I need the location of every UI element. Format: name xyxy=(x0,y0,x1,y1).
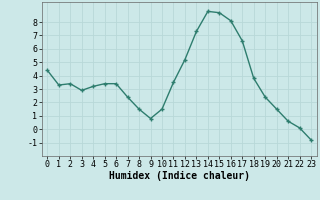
X-axis label: Humidex (Indice chaleur): Humidex (Indice chaleur) xyxy=(109,171,250,181)
